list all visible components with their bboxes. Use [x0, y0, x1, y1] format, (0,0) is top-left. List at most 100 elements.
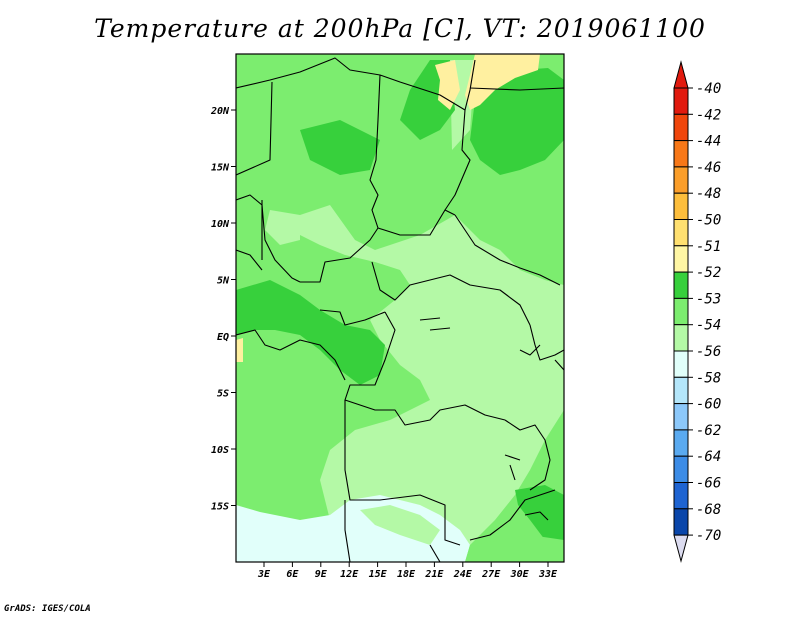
lat-tick-label: 15N [211, 163, 230, 174]
temperature-field [236, 54, 564, 562]
colorbar-segment [673, 271, 689, 299]
colorbar-segment [673, 403, 689, 431]
country-borders [236, 57, 564, 562]
border-line [236, 249, 263, 271]
field-region-dark-1 [470, 68, 564, 175]
lat-tick-label: 20N [210, 106, 230, 117]
colorbar-segment [673, 192, 689, 220]
colorbar-segment [673, 297, 689, 326]
lat-tick-label: 10N [211, 219, 230, 230]
colorbar-label: -42 [696, 107, 721, 123]
colorbar-label: -51 [696, 239, 721, 255]
border-line [344, 400, 461, 546]
field-region-yellow-3 [236, 338, 243, 362]
border-line [519, 344, 541, 356]
field-region-dark-2 [236, 280, 385, 385]
lat-tick-label: 10S [211, 445, 229, 456]
border-line [419, 317, 521, 481]
colorbar-bottom-arrow [673, 534, 689, 564]
colorbar-segment [673, 245, 689, 273]
border-line [236, 57, 471, 211]
lon-tick-label: 15E [369, 569, 388, 580]
colorbar-label: -66 [696, 476, 721, 492]
lon-tick-label: 21E [424, 569, 444, 580]
colorbar-segment [673, 350, 689, 378]
colorbar-top-arrow [673, 60, 689, 89]
lon-tick-label: 9E [315, 569, 328, 580]
credit-text: GrADS: IGES/COLA [4, 604, 91, 614]
border-line [300, 209, 456, 283]
latitude-axis: 20N 15N 10N 5N EQ 5S 10S 15S [210, 106, 236, 513]
border-line [319, 309, 386, 326]
field-region-light-west [265, 210, 300, 245]
border-line [236, 329, 346, 381]
lon-tick-label: 18E [397, 569, 416, 580]
colorbar-segment [673, 455, 689, 484]
colorbar-label: -46 [696, 160, 721, 176]
border-line [369, 74, 381, 229]
border-line [371, 261, 531, 326]
lat-tick-label: 5N [217, 276, 230, 287]
colorbar-label: -50 [696, 213, 721, 229]
colorbar: -40 -42 -44 -46 -48 -50 -51 -52 -53 -54 -56 -58 -60 -… [673, 60, 721, 564]
colorbar-label: -64 [696, 449, 721, 465]
longitude-axis: 3E 6E 9E 12E 15E 18E 21E 24E 27E 30E 33E [257, 562, 558, 580]
lat-tick-label: EQ [217, 332, 229, 343]
colorbar-segment [673, 87, 689, 115]
border-line [469, 489, 556, 541]
lon-tick-label: 6E [286, 569, 299, 580]
lat-tick-label: 5S [217, 389, 229, 400]
colorbar-segment [673, 113, 689, 142]
field-region-yellow-2 [435, 60, 460, 110]
lon-tick-label: 27E [481, 569, 501, 580]
colorbar-label: -58 [696, 370, 721, 386]
field-region-light-south [360, 505, 440, 545]
field-region-pale-cyan [236, 495, 470, 562]
border-line [454, 214, 561, 286]
lon-tick-label: 24E [453, 569, 473, 580]
colorbar-label: -54 [696, 318, 721, 334]
field-region-dark-5 [300, 120, 380, 175]
border-line [236, 194, 301, 283]
plot-title: Temperature at 200hPa [C], VT: 201906110… [94, 14, 706, 43]
colorbar-label: -68 [696, 502, 721, 518]
lon-tick-label: 12E [340, 569, 359, 580]
colorbar-segment [673, 482, 689, 510]
colorbar-segment [673, 429, 689, 457]
lat-tick-label: 15S [211, 502, 229, 513]
lon-tick-label: 33E [538, 569, 558, 580]
colorbar-label: -40 [696, 81, 721, 97]
border-line [554, 359, 564, 371]
colorbar-segment [673, 376, 689, 405]
colorbar-segment [673, 508, 689, 536]
lon-tick-label: 30E [510, 569, 530, 580]
border-line [344, 500, 351, 562]
border-line [344, 311, 506, 426]
colorbar-label: -48 [696, 186, 721, 202]
border-line [504, 419, 551, 491]
border-line [469, 87, 564, 91]
field-region-light [300, 205, 564, 562]
map-frame [235, 53, 565, 563]
border-line [236, 81, 273, 176]
field-region-dark-4 [515, 485, 564, 545]
colorbar-label: -56 [696, 344, 721, 360]
border-line [524, 511, 549, 521]
border-line [464, 59, 476, 111]
colorbar-label: -70 [696, 528, 721, 544]
colorbar-segment [673, 219, 689, 247]
colorbar-segment [673, 140, 689, 168]
colorbar-label: -60 [696, 397, 721, 413]
field-region-green-south-edge [465, 535, 564, 562]
lon-tick-label: 3E [257, 569, 271, 580]
colorbar-label: -52 [696, 265, 721, 281]
colorbar-segment [673, 324, 689, 352]
colorbar-label: -62 [696, 423, 721, 439]
border-line [429, 544, 441, 562]
colorbar-segment [673, 166, 689, 194]
colorbar-label: -53 [696, 291, 721, 307]
colorbar-label: -44 [696, 134, 721, 150]
border-line [529, 324, 564, 361]
field-region-yellow [465, 54, 540, 110]
